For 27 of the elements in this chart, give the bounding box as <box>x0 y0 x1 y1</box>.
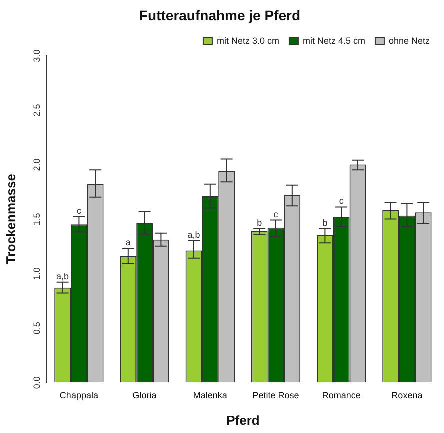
y-tick-label: 1.0 <box>32 268 42 280</box>
y-tick-label: 2.5 <box>32 104 42 117</box>
annotation: c <box>274 209 279 220</box>
y-tick-label: 2.0 <box>32 158 42 172</box>
x-tick-label: Roxena <box>392 390 423 400</box>
x-tick-label: Petite Rose <box>252 390 300 400</box>
x-axis-title: Pferd <box>226 412 260 428</box>
legend-label: mit Netz 3.0 cm <box>216 36 280 46</box>
y-axis-title: Trockenmasse <box>3 174 18 264</box>
x-tick-label: Gloria <box>132 390 157 400</box>
legend-label: mit Netz 4.5 cm <box>302 36 366 46</box>
annotation: b <box>257 218 262 228</box>
annotation: c <box>339 196 344 206</box>
y-tick-label: 0.0 <box>32 376 42 390</box>
legend-label: ohne Netz <box>388 36 430 46</box>
annotation: a,b <box>56 271 70 282</box>
annotation: a <box>126 238 131 248</box>
chart-title: Futteraufnahme je Pferd <box>139 7 301 24</box>
x-tick-label: Malenka <box>193 390 228 400</box>
annotation: b <box>322 218 328 228</box>
x-tick-label: Chappala <box>60 390 98 400</box>
annotation: a,b <box>188 230 200 240</box>
y-tick-label: 3.0 <box>32 50 42 62</box>
annotation: c <box>76 206 82 216</box>
y-tick-label: 0.5 <box>32 322 42 335</box>
y-tick-label: 1.5 <box>32 213 42 226</box>
x-tick-label: Romance <box>322 390 361 400</box>
